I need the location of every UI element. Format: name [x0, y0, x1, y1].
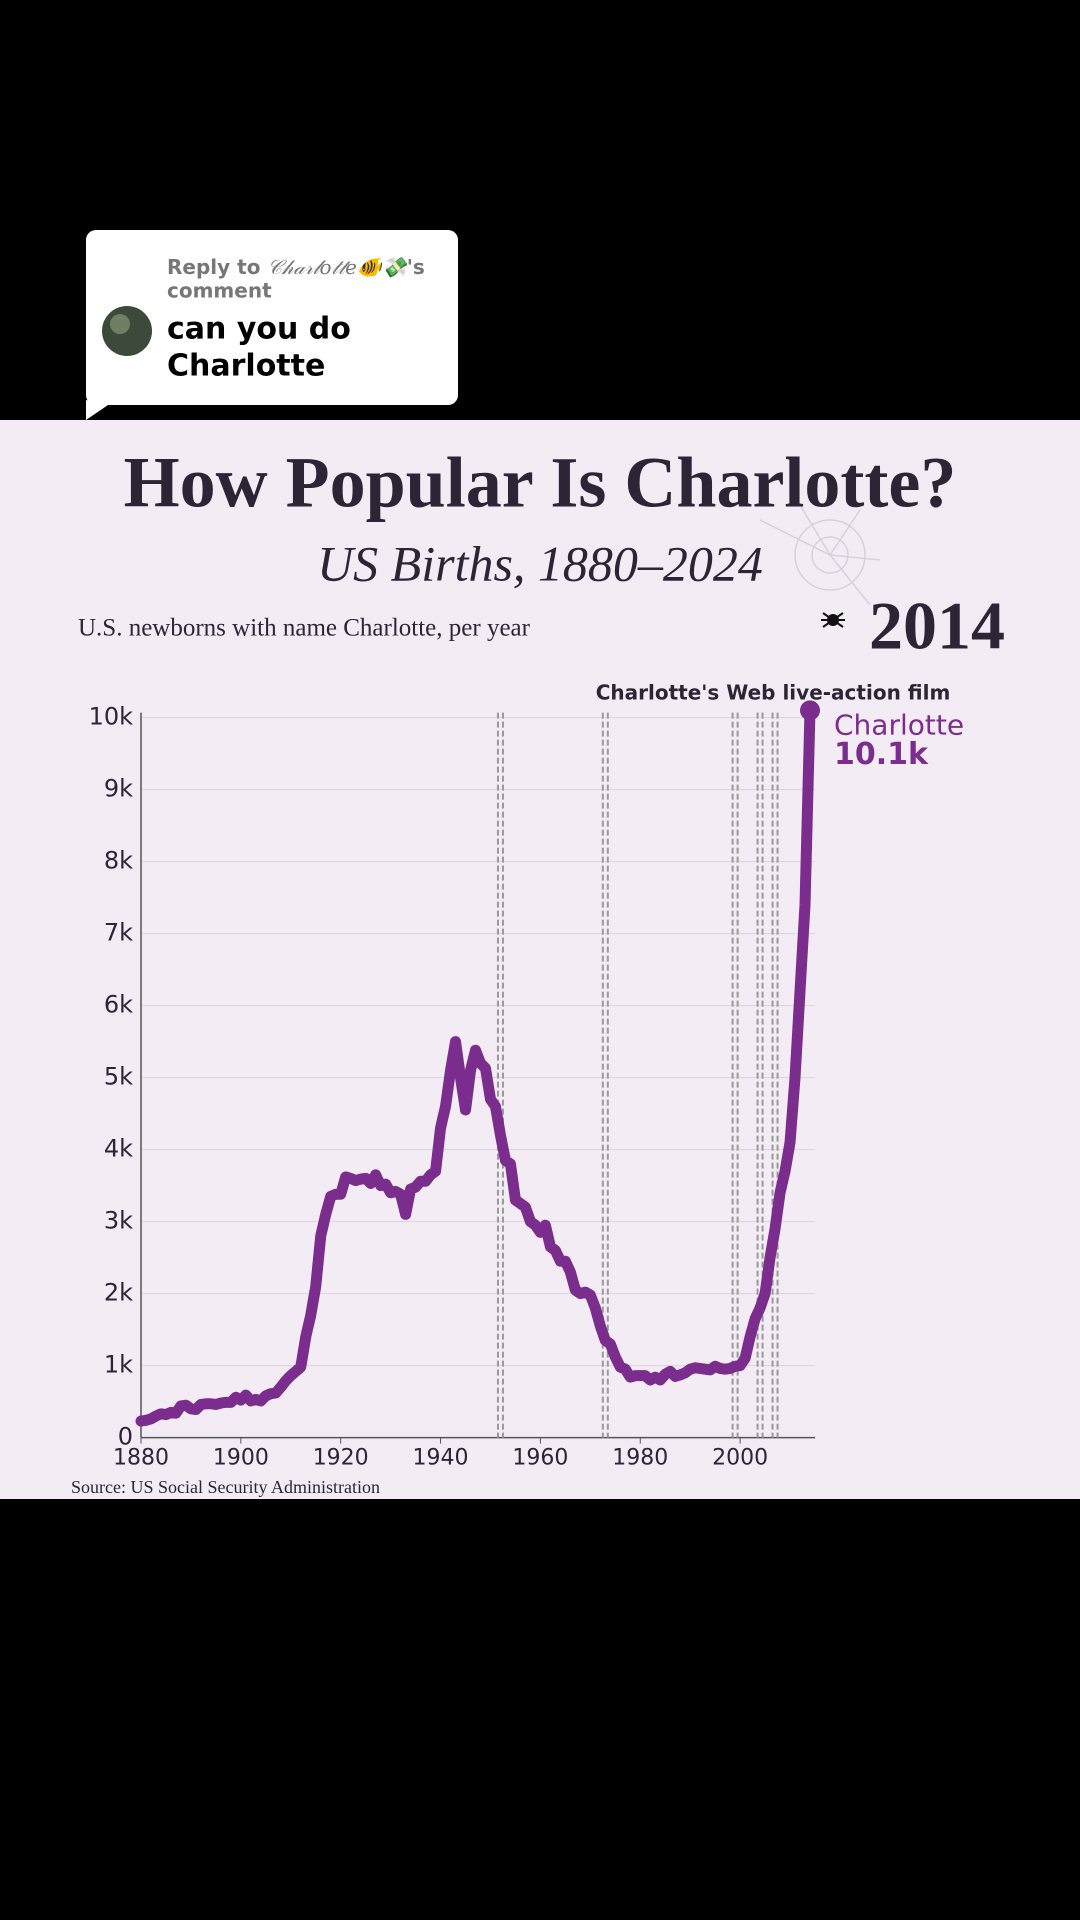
y-tick-label: 9k: [104, 775, 133, 803]
x-tick-label: 2000: [712, 1446, 768, 1471]
x-tick-label: 1920: [313, 1446, 369, 1471]
y-tick-label: 0: [118, 1423, 133, 1451]
avatar-detail: [110, 314, 130, 334]
spider-legs: [821, 612, 845, 628]
source-note: Source: US Social Security Administratio…: [71, 1477, 380, 1497]
web-ring: [811, 536, 849, 574]
spider: [821, 612, 845, 628]
reply-suffix: 's: [407, 255, 425, 279]
y-tick-label: 8k: [104, 847, 133, 875]
series-line: [135, 704, 816, 1427]
spider-web: [759, 504, 881, 606]
y-tick-label: 1k: [104, 1351, 133, 1379]
reply-username: 𝒞𝒽𝒶𝓇𝓁𝑜𝓉𝓉𝑒🐠💸: [267, 255, 410, 279]
x-tick-label: 1900: [213, 1446, 269, 1471]
bubble-tail: [86, 400, 108, 420]
series-name: Charlotte: [834, 708, 964, 741]
reply-label: Reply to 𝒞𝒽𝒶𝓇𝓁𝑜𝓉𝓉𝑒🐠💸's: [167, 255, 425, 279]
x-tick-label: 1880: [113, 1446, 169, 1471]
end-value-label: 10.1k: [834, 737, 929, 772]
comment-text: Charlotte: [167, 349, 325, 384]
end-point: [800, 700, 820, 721]
reply-suffix-line2: comment: [167, 279, 272, 303]
web-spokes: [759, 504, 881, 606]
event-annotation: Charlotte's Web live-action film: [596, 681, 951, 705]
y-tick-label: 10k: [89, 703, 134, 731]
y-tick-label: 5k: [104, 1063, 133, 1091]
y-tick-label: 4k: [104, 1135, 133, 1163]
x-tick-label: 1960: [512, 1446, 568, 1471]
x-tick-label: 1980: [612, 1446, 668, 1471]
reply-prefix: Reply to: [167, 255, 260, 279]
chart-title: How Popular Is Charlotte?: [124, 443, 957, 523]
comment-bubble[interactable]: Reply to 𝒞𝒽𝒶𝓇𝓁𝑜𝓉𝓉𝑒🐠💸's comment can you d…: [86, 230, 458, 420]
y-tick-label: 3k: [104, 1207, 133, 1235]
chart-panel: [0, 420, 1080, 1499]
comment-text: can you do: [167, 312, 351, 347]
chart-subtitle: US Births, 1880–2024: [317, 535, 763, 591]
x-tick-label: 1940: [413, 1446, 469, 1471]
y-axis-label: U.S. newborns with name Charlotte, per y…: [78, 615, 531, 642]
y-tick-label: 6k: [104, 991, 133, 1019]
y-tick-label: 7k: [104, 919, 133, 947]
bubble-body: [86, 230, 458, 405]
year-label: 2014: [869, 588, 1005, 664]
y-tick-label: 2k: [104, 1279, 133, 1307]
web-ring: [794, 519, 866, 591]
